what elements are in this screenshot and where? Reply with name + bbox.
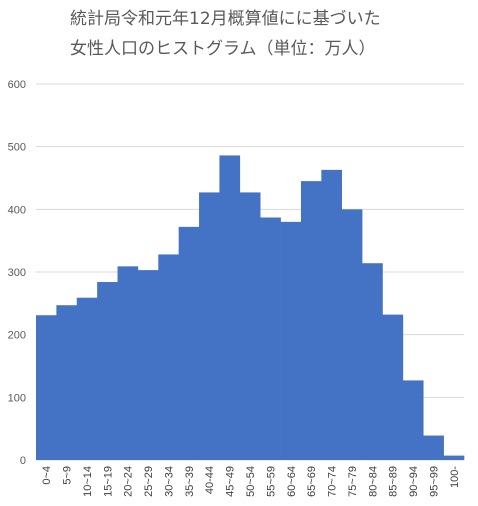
y-tick-label: 200 [8, 330, 26, 342]
bar-30~34 [158, 254, 179, 460]
y-tick-label: 300 [8, 267, 26, 279]
x-tick-label: 20~24 [123, 466, 135, 497]
x-axis-ticks: 0~4 5~9 10~14 15~19 20~24 25~29 30~34 35~39 40-4… [41, 466, 461, 497]
bar-0~4 [36, 315, 57, 460]
x-tick-label: 100- [449, 466, 461, 488]
bar-95~99 [423, 435, 444, 460]
x-tick-label: 30~34 [163, 466, 175, 497]
y-axis-ticks: 0 100 200 300 400 500 600 [8, 79, 26, 467]
y-tick-label: 100 [8, 392, 26, 404]
bar-25~29 [137, 270, 159, 460]
x-tick-label: 80~84 [367, 466, 379, 497]
bar-35~39 [178, 226, 200, 460]
bar-40-44 [199, 192, 220, 460]
x-tick-label: 40-44 [204, 466, 216, 494]
bar-5~9 [56, 305, 78, 460]
x-tick-label: 75~79 [347, 466, 359, 497]
bar-100- [443, 455, 465, 460]
x-tick-label: 85~89 [388, 466, 400, 497]
bar-10~14 [76, 297, 98, 460]
bar-85~89 [382, 314, 404, 460]
chart-title-line-1: 統計局令和元年12月概算値にに基づいた [70, 9, 381, 29]
x-tick-label: 55~59 [265, 466, 277, 497]
y-tick-label: 0 [20, 455, 26, 467]
bar-75~79 [341, 209, 363, 460]
chart-title-line-2: 女性人口のヒストグラム（単位：万人） [70, 39, 376, 59]
bar-70~74 [321, 169, 343, 460]
bar-55~59 [260, 217, 281, 460]
x-tick-label: 45~49 [225, 466, 237, 497]
x-tick-label: 35~39 [184, 466, 196, 497]
bar-45~49 [219, 155, 241, 460]
x-tick-label: 5~9 [62, 466, 74, 485]
x-tick-label: 65~69 [306, 466, 318, 497]
bar-15~19 [97, 282, 118, 460]
bar-65~69 [300, 181, 322, 460]
bar-60~64 [280, 221, 302, 460]
bar-20~24 [117, 266, 139, 460]
x-tick-label: 15~19 [102, 466, 114, 497]
x-tick-label: 0~4 [41, 466, 53, 485]
x-tick-label: 90~94 [408, 466, 420, 497]
y-tick-label: 400 [8, 204, 26, 216]
x-tick-label: 60~64 [286, 466, 298, 497]
x-tick-label: 25~29 [143, 466, 155, 497]
y-tick-label: 500 [8, 142, 26, 154]
bar-90~94 [402, 380, 424, 460]
y-tick-label: 600 [8, 79, 26, 91]
bar-50~54 [239, 192, 261, 460]
bars [36, 155, 465, 460]
x-tick-label: 95~99 [428, 466, 440, 497]
bar-80~84 [362, 263, 383, 460]
x-tick-label: 10~14 [82, 466, 94, 497]
x-tick-label: 70~74 [327, 466, 339, 497]
x-tick-label: 50~54 [245, 466, 257, 497]
